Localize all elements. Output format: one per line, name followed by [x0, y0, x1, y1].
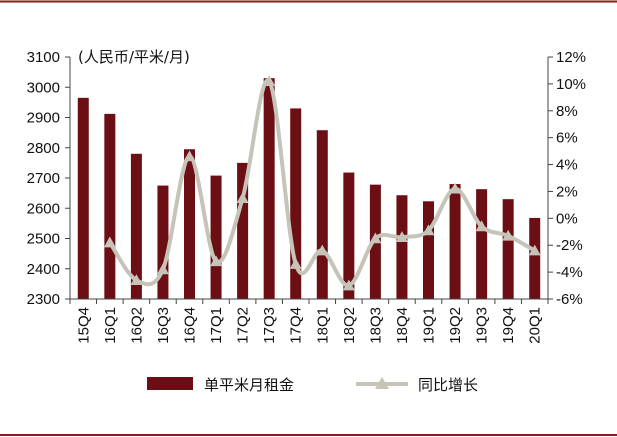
right-tick-label: 6% — [556, 130, 578, 147]
x-tick-label: 18Q2 — [341, 307, 358, 344]
left-tick-label: 2700 — [27, 170, 60, 187]
right-tick-label: 10% — [556, 76, 586, 93]
x-tick-label: 20Q1 — [527, 307, 544, 344]
bar — [502, 199, 514, 299]
growth-point — [103, 236, 116, 248]
growth-point — [183, 150, 196, 162]
x-axis: 15Q4 16Q1 16Q2 16Q3 16Q4 17Q1 17Q2 17Q3 17Q4 18Q1… — [69, 298, 549, 344]
growth-point — [316, 244, 329, 256]
growth-point — [342, 279, 355, 291]
bar — [316, 130, 328, 299]
x-tick-label: 16Q1 — [102, 307, 119, 344]
bar — [449, 184, 461, 299]
bar — [184, 149, 195, 299]
growth-point — [449, 182, 462, 194]
growth-point — [289, 258, 302, 269]
growth-point — [210, 255, 223, 267]
x-tick-label: 19Q4 — [500, 307, 517, 344]
bar — [130, 153, 142, 299]
left-tick-label: 2500 — [27, 231, 60, 248]
right-tick-label: -4% — [556, 264, 583, 281]
left-tick-label: 3100 — [27, 49, 60, 66]
right-tick-label: 8% — [556, 103, 578, 120]
growth-point — [130, 274, 143, 285]
growth-line — [103, 75, 541, 291]
x-tick-label: 16Q4 — [182, 307, 199, 344]
left-tick-label: 2800 — [27, 140, 60, 157]
left-tick-label: 2300 — [27, 291, 60, 308]
growth-point — [422, 224, 435, 236]
growth-point — [263, 75, 276, 86]
bar — [290, 108, 302, 299]
x-tick-label: 17Q1 — [208, 307, 225, 344]
legend-line-label: 同比增长 — [418, 376, 478, 394]
x-tick-label: 18Q3 — [367, 307, 384, 344]
x-tick-label: 19Q3 — [474, 307, 491, 344]
bar — [476, 189, 488, 299]
growth-point — [236, 192, 249, 203]
legend-bar-label: 单平米月租金 — [204, 376, 294, 394]
growth-point — [475, 220, 488, 232]
x-tick-label: 15Q4 — [75, 307, 92, 344]
bar — [263, 78, 275, 299]
x-tick-label: 16Q2 — [128, 307, 145, 344]
left-tick-label: 3000 — [27, 79, 60, 96]
growth-point — [528, 244, 541, 256]
growth-point — [395, 231, 408, 242]
right-tick-label: -6% — [556, 291, 583, 308]
bar — [343, 172, 355, 299]
legend-line-marker — [375, 377, 389, 389]
right-axis: -6% -4% -2% 0% 2% 4% 6% 8% 10% 12% — [547, 49, 586, 308]
x-tick-label: 16Q3 — [155, 307, 172, 344]
right-tick-label: -2% — [556, 237, 583, 254]
bar — [104, 113, 116, 300]
bar — [396, 195, 408, 299]
left-tick-label: 2600 — [27, 200, 60, 217]
x-tick-label: 17Q3 — [261, 307, 278, 344]
x-tick-label: 18Q1 — [314, 307, 331, 344]
growth-point — [156, 263, 169, 275]
right-tick-label: 12% — [556, 49, 586, 66]
right-tick-label: 0% — [556, 210, 578, 227]
growth-point — [369, 232, 382, 244]
bar — [423, 201, 434, 299]
bar — [77, 97, 89, 300]
bar — [157, 185, 169, 299]
bar — [210, 175, 222, 299]
x-tick-label: 19Q1 — [421, 307, 438, 344]
growth-point — [502, 229, 515, 241]
right-tick-label: 2% — [556, 183, 578, 200]
x-tick-label: 17Q2 — [235, 307, 252, 344]
right-tick-label: 4% — [556, 157, 578, 174]
x-tick-label: 19Q2 — [447, 307, 464, 344]
left-axis: 2300 2400 2500 2600 2700 2800 2900 3000 3100 — [27, 49, 71, 308]
left-tick-label: 2900 — [27, 110, 60, 127]
left-tick-label: 2400 — [27, 261, 60, 278]
bar — [529, 217, 541, 299]
bar — [237, 162, 249, 299]
legend: 单平米月租金 同比增长 — [147, 376, 478, 394]
legend-bar-swatch — [147, 377, 193, 390]
x-tick-label: 17Q4 — [288, 307, 305, 344]
unit-label: (人民币/平米/月) — [78, 48, 190, 66]
x-tick-label: 18Q4 — [394, 307, 411, 344]
